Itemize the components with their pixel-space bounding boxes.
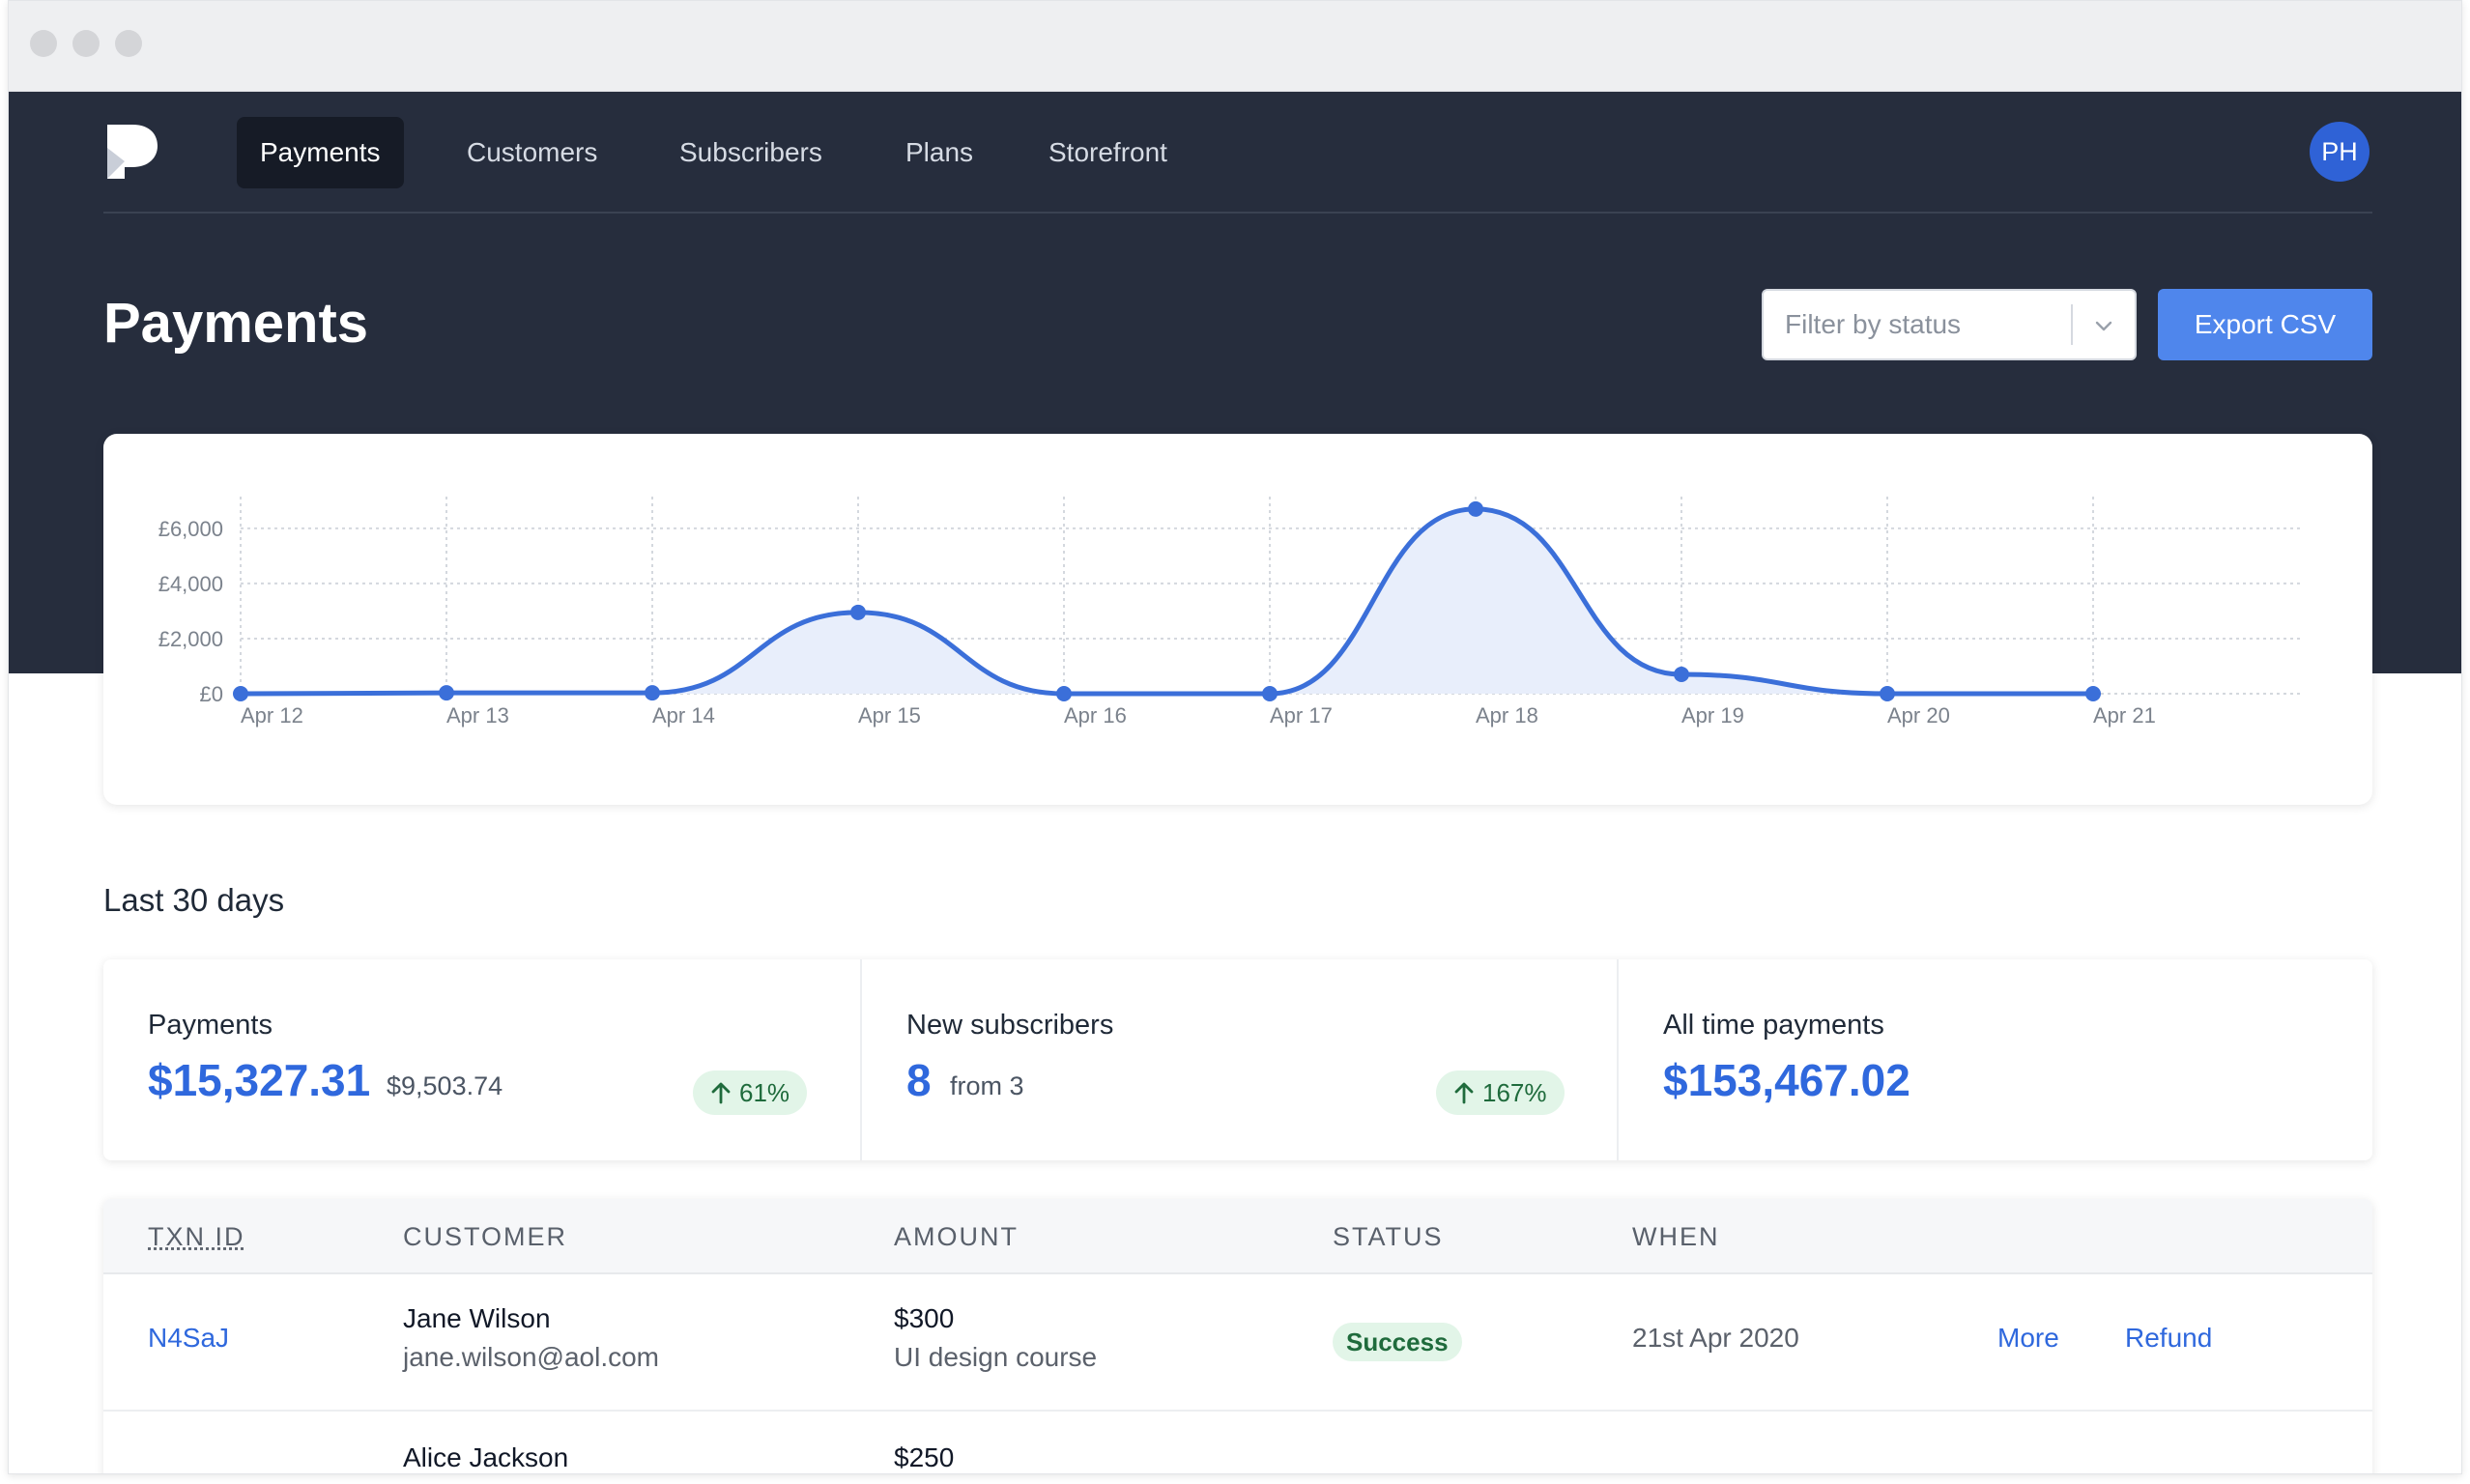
- header-status: STATUS: [1333, 1222, 1444, 1251]
- nav-divider: [103, 212, 2372, 214]
- user-avatar[interactable]: PH: [2310, 122, 2369, 182]
- app-logo-icon[interactable]: [103, 119, 161, 183]
- status-filter-select[interactable]: Filter by status: [1762, 289, 2137, 360]
- window-titlebar: [9, 1, 2461, 92]
- data-point: [233, 686, 248, 701]
- summary-stats: Payments $15,327.31 $9,503.74 61% New su…: [103, 959, 2372, 1160]
- table-row[interactable]: N4SaJ Jane Wilson jane.wilson@aol.com $3…: [103, 1274, 2372, 1412]
- header-customer: CUSTOMER: [403, 1222, 568, 1251]
- more-link[interactable]: More: [1997, 1323, 2059, 1353]
- x-tick-label: Apr 14: [652, 703, 715, 728]
- x-tick-label: Apr 13: [446, 703, 509, 728]
- export-csv-button[interactable]: Export CSV: [2158, 289, 2372, 360]
- close-window-dot[interactable]: [30, 30, 57, 57]
- arrow-up-icon: [1454, 1082, 1474, 1104]
- x-tick-label: Apr 20: [1887, 703, 1950, 728]
- payments-chart-card: £0 £2,000 £4,000 £6,000 Apr 12 Apr 13 Apr 14 Ap…: [103, 434, 2372, 805]
- customer-name: Alice Jackson: [403, 1442, 569, 1472]
- stat-previous-value: $9,503.74: [387, 1071, 503, 1100]
- nav-subscribers[interactable]: Subscribers: [679, 137, 822, 167]
- y-tick-label: £2,000: [158, 627, 223, 651]
- series-line: [238, 506, 2096, 697]
- y-tick-label: £0: [200, 682, 223, 706]
- data-point: [1468, 500, 1483, 517]
- change-value: 61%: [739, 1078, 790, 1107]
- data-point: [645, 685, 660, 701]
- amount-value: $300: [894, 1303, 955, 1333]
- status-badge: Success: [1333, 1323, 1462, 1361]
- table-row[interactable]: Alice Jackson $250: [103, 1413, 2372, 1473]
- customer-email: jane.wilson@aol.com: [403, 1342, 659, 1372]
- y-tick-label: £6,000: [158, 517, 223, 541]
- transaction-date: 21st Apr 2020: [1632, 1323, 1799, 1353]
- change-badge: 61%: [693, 1070, 808, 1115]
- series-area: [241, 508, 2093, 694]
- arrow-up-icon: [711, 1082, 731, 1104]
- data-point: [1880, 686, 1895, 701]
- chevron-down-icon: [2095, 321, 2112, 331]
- top-nav: Payments Customers Subscribers Plans Sto…: [9, 92, 2461, 214]
- refund-link[interactable]: Refund: [2125, 1323, 2213, 1353]
- product-name: UI design course: [894, 1342, 1098, 1372]
- browser-window: Payments Customers Subscribers Plans Sto…: [8, 0, 2462, 1474]
- data-point: [439, 685, 454, 701]
- nav-customers[interactable]: Customers: [467, 137, 598, 167]
- header-txn-id: TXN ID: [148, 1222, 245, 1251]
- stat-value: $15,327.31: [148, 1055, 371, 1105]
- x-tick-label: Apr 19: [1681, 703, 1744, 728]
- data-point: [1056, 686, 1072, 701]
- nav-payments[interactable]: Payments: [237, 117, 404, 188]
- data-point: [1262, 686, 1278, 701]
- maximize-window-dot[interactable]: [115, 30, 142, 57]
- customer-name: Jane Wilson: [403, 1303, 551, 1333]
- stat-label: New subscribers: [906, 1010, 1114, 1041]
- data-point: [1674, 667, 1689, 683]
- stat-new-subscribers: New subscribers 8 from 3 167%: [860, 959, 1617, 1160]
- x-tick-label: Apr 17: [1270, 703, 1333, 728]
- table-header: TXN ID CUSTOMER AMOUNT STATUS WHEN: [103, 1199, 2372, 1274]
- stat-value: 8: [906, 1055, 932, 1105]
- stat-previous-value: from 3: [950, 1071, 1024, 1100]
- change-value: 167%: [1482, 1078, 1547, 1107]
- x-tick-label: Apr 18: [1476, 703, 1538, 728]
- stat-payments: Payments $15,327.31 $9,503.74 61%: [103, 959, 860, 1160]
- header-amount: AMOUNT: [894, 1222, 1019, 1251]
- stat-value: $153,467.02: [1663, 1055, 1910, 1105]
- header-when: WHEN: [1632, 1222, 1720, 1251]
- stat-label: Payments: [148, 1010, 273, 1041]
- nav-plans[interactable]: Plans: [905, 137, 974, 167]
- minimize-window-dot[interactable]: [72, 30, 100, 57]
- summary-title: Last 30 days: [103, 882, 285, 918]
- txn-id-link[interactable]: N4SaJ: [148, 1323, 230, 1353]
- stat-label: All time payments: [1663, 1010, 1884, 1041]
- x-tick-label: Apr 21: [2093, 703, 2156, 728]
- page-title: Payments: [103, 292, 369, 355]
- data-point: [2085, 686, 2101, 701]
- y-tick-label: £4,000: [158, 572, 223, 596]
- filter-separator: [2071, 304, 2073, 345]
- nav-storefront[interactable]: Storefront: [1048, 137, 1167, 167]
- x-tick-label: Apr 16: [1064, 703, 1127, 728]
- transactions-table: TXN ID CUSTOMER AMOUNT STATUS WHEN N4SaJ…: [103, 1199, 2372, 1473]
- x-tick-label: Apr 12: [241, 703, 303, 728]
- stat-all-time-payments: All time payments $153,467.02: [1617, 959, 2372, 1160]
- payments-chart: £0 £2,000 £4,000 £6,000 Apr 12 Apr 13 Apr 14 Ap…: [158, 497, 2302, 728]
- amount-value: $250: [894, 1442, 955, 1472]
- x-tick-label: Apr 15: [858, 703, 921, 728]
- filter-placeholder: Filter by status: [1785, 309, 1962, 339]
- change-badge: 167%: [1436, 1070, 1565, 1115]
- data-point: [850, 604, 866, 620]
